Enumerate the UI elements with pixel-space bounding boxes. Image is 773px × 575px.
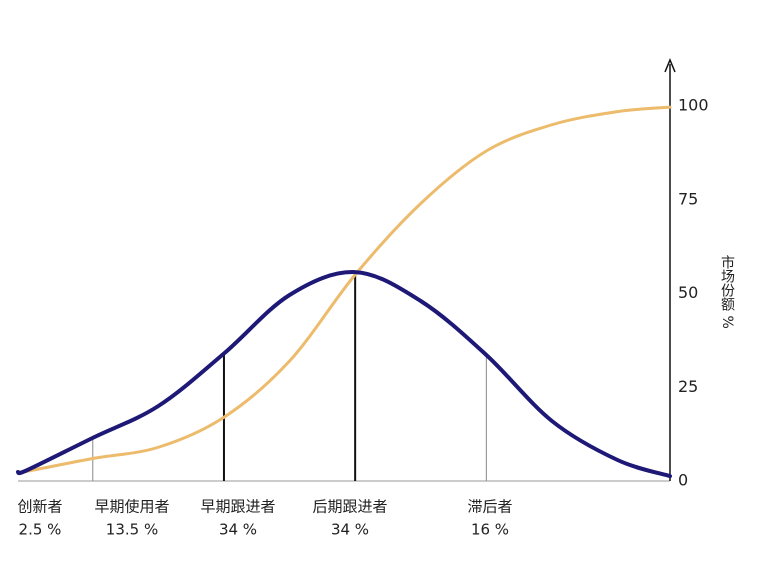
y-tick-label: 100 bbox=[678, 96, 709, 115]
segment-share: 34 % bbox=[331, 521, 369, 539]
segment-name: 创新者 bbox=[17, 498, 62, 516]
segment-share: 34 % bbox=[219, 521, 257, 539]
segment-name: 后期跟进者 bbox=[312, 498, 387, 516]
segment-name: 早期跟进者 bbox=[200, 498, 275, 516]
segment-name: 滞后者 bbox=[467, 498, 512, 516]
y-tick-label: 75 bbox=[678, 189, 698, 208]
segment-share: 13.5 % bbox=[106, 521, 158, 539]
segment-share: 2.5 % bbox=[19, 521, 62, 539]
segment-name: 早期使用者 bbox=[94, 498, 169, 516]
curve bbox=[16, 270, 672, 479]
y-tick-label: 25 bbox=[678, 377, 698, 396]
curve bbox=[16, 105, 672, 474]
axis-arrow bbox=[664, 58, 676, 73]
y-tick-label: 0 bbox=[678, 471, 688, 490]
y-tick-label: 50 bbox=[678, 283, 698, 302]
y-axis-label: 市场份额 % bbox=[719, 254, 735, 328]
segment-share: 16 % bbox=[471, 521, 509, 539]
